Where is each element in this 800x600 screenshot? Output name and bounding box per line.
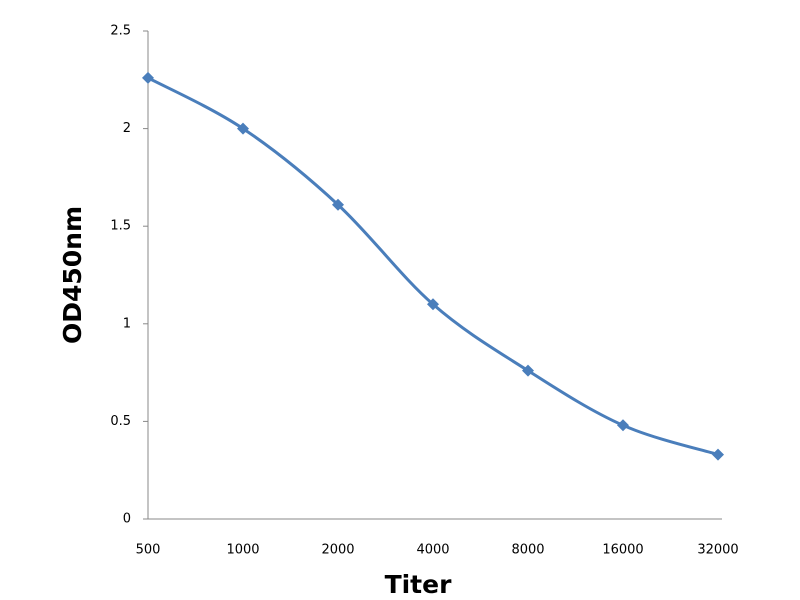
y-tick-label: 2.5 xyxy=(110,24,131,39)
x-axis-title: Titer xyxy=(385,570,453,599)
x-tick-label: 4000 xyxy=(416,543,449,558)
x-tick-label: 1000 xyxy=(226,543,259,558)
y-tick-label: 0.5 xyxy=(110,414,131,429)
y-tick-label: 1 xyxy=(123,316,131,331)
marker xyxy=(427,298,439,311)
y-tick-label: 0 xyxy=(123,512,131,527)
marker xyxy=(712,448,724,461)
y-axis-title: OD450nm xyxy=(58,206,87,344)
marker xyxy=(332,198,344,211)
marker xyxy=(522,364,534,377)
x-tick-label: 500 xyxy=(136,543,161,558)
line xyxy=(147,76,719,457)
x-tick-label: 32000 xyxy=(697,543,738,558)
y-tick-label: 1.5 xyxy=(110,219,131,234)
marker xyxy=(142,71,154,84)
x-tick-label: 8000 xyxy=(511,543,544,558)
x-tick-label: 16000 xyxy=(602,543,643,558)
marker xyxy=(617,419,629,432)
y-tick-label: 2 xyxy=(123,121,131,136)
marker xyxy=(237,122,249,135)
x-tick-label: 2000 xyxy=(321,543,354,558)
